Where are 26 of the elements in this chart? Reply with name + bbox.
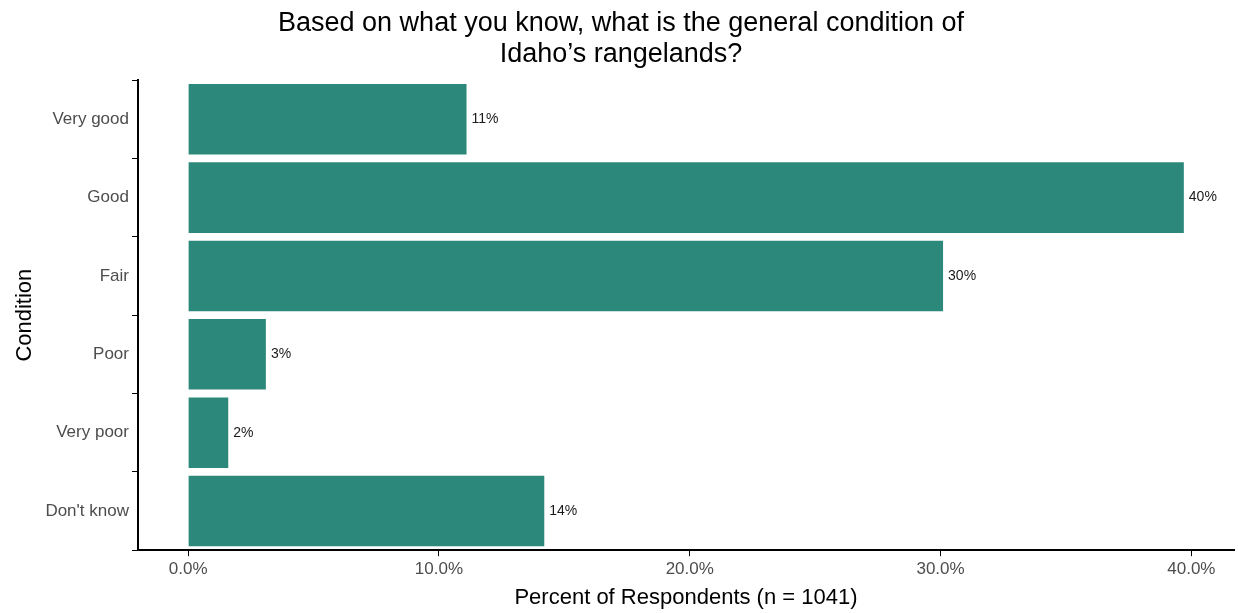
y-tick-label: Good [87, 187, 129, 207]
x-tick-label: 40.0% [1167, 559, 1216, 579]
data-label: 2% [233, 423, 254, 440]
data-label: 3% [270, 345, 292, 362]
chart-title: Based on what you know, what is the general condition of Idaho’s rangelands? [278, 6, 965, 69]
bar [188, 397, 229, 468]
x-axis-title: Percent of Respondents (n = 1041) [514, 583, 858, 609]
bar [188, 475, 545, 547]
data-label: 14% [549, 501, 578, 518]
bar [188, 319, 266, 390]
x-tick-label: 30.0% [916, 559, 965, 579]
bar [188, 162, 1184, 233]
bar [188, 240, 944, 312]
y-tick-label: Very good [52, 108, 129, 128]
data-label: 30% [948, 266, 977, 283]
x-tick-label: 10.0% [414, 559, 464, 579]
bar [188, 84, 467, 155]
data-label: 11% [471, 110, 499, 127]
data-label: 40% [1188, 188, 1217, 205]
y-tick-label: Poor [93, 344, 130, 364]
x-tick-label: 0.0% [168, 559, 208, 579]
y-axis-title: Condition [11, 268, 37, 362]
y-tick-label: Don't know [45, 500, 130, 520]
y-tick-label: Very poor [56, 422, 130, 442]
x-tick-label: 20.0% [665, 559, 714, 579]
y-tick-label: Fair [99, 265, 130, 285]
